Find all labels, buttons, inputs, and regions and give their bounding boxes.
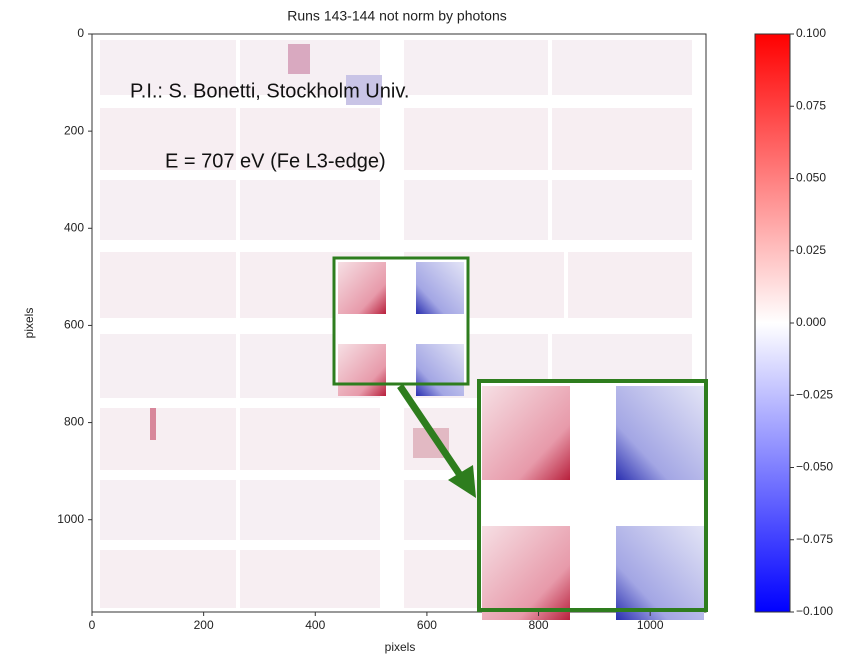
y-tick-label: 800 [64, 415, 84, 429]
detector-panel [100, 180, 236, 240]
x-tick-label: 400 [305, 618, 325, 632]
detector-panel [100, 334, 236, 398]
detector-panel [240, 480, 380, 540]
zoom-quadrant [416, 344, 464, 396]
detector-panel [404, 180, 548, 240]
zoom-quadrant [416, 262, 464, 314]
detector-panel [404, 108, 548, 170]
chart-title: Runs 143-144 not norm by photons [287, 8, 506, 24]
colorbar [754, 33, 791, 613]
zoom-arrow [397, 384, 465, 480]
y-axis-label: pixels [22, 308, 36, 339]
colorbar-tick-label: −0.075 [796, 532, 833, 546]
zoom-box [477, 379, 708, 612]
y-tick-label: 0 [77, 26, 84, 40]
y-tick-label: 400 [64, 220, 84, 234]
x-tick-label: 0 [89, 618, 96, 632]
detector-panel [100, 40, 236, 95]
detector-panel [240, 108, 380, 170]
x-tick-label: 800 [529, 618, 549, 632]
detector-panel [100, 408, 236, 470]
detector-panel [552, 40, 692, 95]
detector-panel [240, 408, 380, 470]
x-tick-label: 600 [417, 618, 437, 632]
detector-panel [240, 180, 380, 240]
annotation: E = 707 eV (Fe L3-edge) [165, 150, 386, 172]
zoom-quadrant [616, 526, 704, 620]
detector-panel [568, 252, 692, 318]
zoom-quadrant [616, 386, 704, 480]
detector-panel [552, 180, 692, 240]
y-tick-label: 1000 [57, 512, 84, 526]
inset [332, 256, 708, 620]
zoom-quadrant [338, 344, 386, 396]
colorbar-tick-label: −0.100 [796, 604, 833, 618]
annotation: P.I.: S. Bonetti, Stockholm Univ. [130, 80, 409, 102]
colorbar-tick-label: 0.100 [796, 26, 826, 40]
x-tick-label: 1000 [637, 618, 664, 632]
panel-hotspot [288, 44, 310, 74]
plot-frame [91, 33, 707, 613]
zoom-arrowhead [448, 465, 476, 498]
x-tick-label: 200 [194, 618, 214, 632]
y-tick-label: 600 [64, 318, 84, 332]
colorbar-tick-label: 0.075 [796, 98, 826, 112]
y-tick-label: 200 [64, 123, 84, 137]
colorbar-tick-label: −0.025 [796, 387, 833, 401]
zoom-quadrant [482, 386, 570, 480]
panel-hotspot [346, 75, 382, 105]
panel-hotspot [150, 408, 156, 440]
x-axis-label: pixels [385, 640, 416, 654]
colorbar-tick-label: −0.050 [796, 460, 833, 474]
detector-panel [240, 550, 380, 608]
colorbar-tick-label: 0.050 [796, 171, 826, 185]
detector-panel [100, 108, 236, 170]
zoom-quadrant [482, 526, 570, 620]
zoom-box [332, 256, 470, 386]
zoom-quadrant [338, 262, 386, 314]
detector-panel [552, 108, 692, 170]
detector-panel [100, 480, 236, 540]
detector-panel [100, 252, 236, 318]
detector-panel [404, 40, 548, 95]
colorbar-tick-label: 0.000 [796, 315, 826, 329]
detector-panel [100, 550, 236, 608]
colorbar-tick-label: 0.025 [796, 243, 826, 257]
